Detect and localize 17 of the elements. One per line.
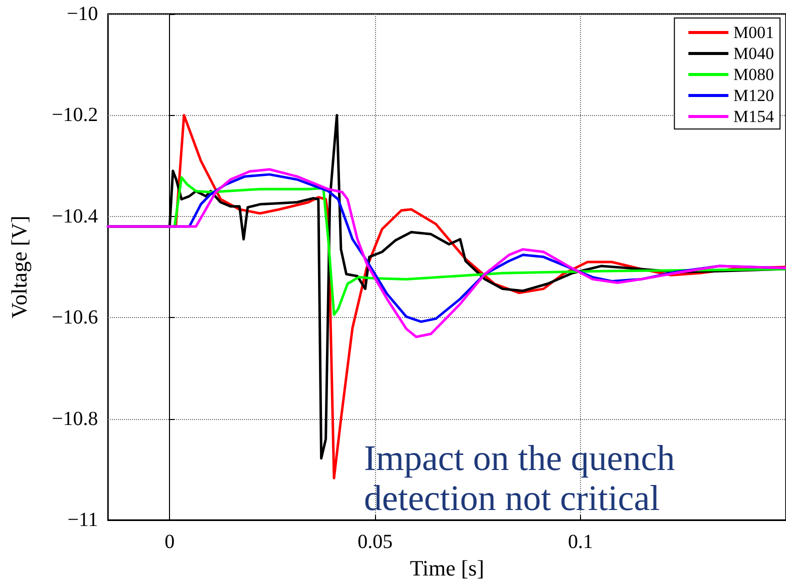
y-tick-label: −11: [67, 509, 98, 532]
legend-label: M080: [733, 65, 774, 84]
annotation: Impact on the quench detection not critical: [364, 438, 684, 518]
x-tick-label: 0.1: [568, 531, 594, 554]
y-tick-label: −10.4: [52, 205, 98, 228]
legend-label: M120: [733, 86, 774, 105]
y-tick-label: −10: [66, 3, 98, 25]
y-axis-title: Voltage [V]: [6, 216, 32, 318]
y-tick-label: −10.8: [52, 408, 98, 430]
x-axis-title: Time [s]: [410, 556, 484, 580]
x-tick-label: 0.05: [358, 531, 393, 554]
legend-label: M154: [733, 107, 774, 126]
y-tick-label: −10.6: [52, 306, 98, 329]
legend-label: M001: [733, 23, 774, 42]
legend-label: M040: [733, 44, 774, 63]
x-tick-label: 0: [164, 531, 175, 554]
y-tick-label: −10.2: [52, 104, 98, 126]
